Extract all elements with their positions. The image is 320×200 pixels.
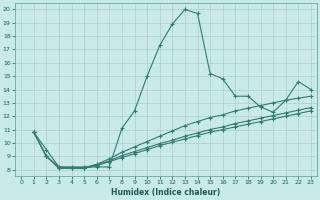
X-axis label: Humidex (Indice chaleur): Humidex (Indice chaleur) [111, 188, 221, 197]
